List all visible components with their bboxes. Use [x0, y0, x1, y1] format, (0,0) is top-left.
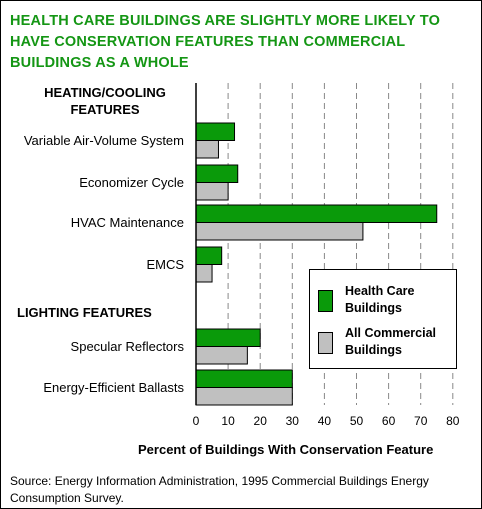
category-label-emcs: EMCS [146, 257, 184, 272]
x-tick-label: 50 [350, 414, 364, 428]
category-label-energy-efficient-ballasts: Energy-Efficient Ballasts [43, 380, 184, 395]
section-label-heating-cooling: HEATING/COOLING FEATURES [25, 84, 185, 118]
x-tick-label: 20 [254, 414, 268, 428]
chart-title-line: HEALTH CARE BUILDINGS ARE SLIGHTLY MORE … [10, 13, 441, 29]
bar-all-commercial [195, 346, 248, 365]
bar-all-commercial [195, 222, 364, 241]
chart-title-line: HAVE CONSERVATION FEATURES THAN COMMERCI… [10, 34, 406, 50]
x-tick-label: 40 [318, 414, 332, 428]
section-label-line: FEATURES [70, 102, 140, 117]
bar-health-care [195, 204, 438, 223]
legend: Health Care Buildings All Commercial Bui… [309, 269, 457, 369]
section-label-line: LIGHTING FEATURES [17, 305, 152, 320]
x-tick-label: 30 [286, 414, 300, 428]
section-label-line: HEATING/COOLING [44, 85, 166, 100]
legend-label-line: Health Care [345, 284, 415, 298]
bar-all-commercial [195, 387, 293, 406]
x-tick-label: 70 [414, 414, 428, 428]
category-label-economizer-cycle: Economizer Cycle [79, 175, 184, 190]
category-label-specular-reflectors: Specular Reflectors [70, 339, 184, 354]
x-axis-label: Percent of Buildings With Conservation F… [138, 442, 434, 457]
bar-health-care [195, 164, 239, 183]
category-label-hvac-maintenance: HVAC Maintenance [70, 215, 184, 230]
legend-label-line: Buildings [345, 343, 402, 357]
legend-label-line: All Commercial [345, 326, 437, 340]
legend-swatch-health-care [318, 290, 333, 312]
legend-swatch-all-commercial [318, 332, 333, 354]
section-label-lighting: LIGHTING FEATURES [17, 304, 167, 321]
x-tick-label: 80 [446, 414, 460, 428]
bar-all-commercial [195, 182, 229, 201]
legend-label-all-commercial: All Commercial Buildings [345, 325, 455, 359]
bar-health-care [195, 328, 261, 347]
bar-all-commercial [195, 264, 213, 283]
chart-title-line: BUILDINGS AS A WHOLE [10, 55, 189, 71]
bar-health-care [195, 246, 223, 265]
legend-label-health-care: Health Care Buildings [345, 283, 455, 317]
x-tick-label: 0 [193, 414, 200, 428]
bar-health-care [195, 369, 293, 388]
bar-health-care [195, 122, 236, 141]
category-label-variable-air-volume: Variable Air-Volume System [23, 133, 184, 148]
x-tick-label: 60 [382, 414, 396, 428]
x-tick-labels: 0 10 20 30 40 50 60 70 80 [193, 414, 460, 428]
chart-title: HEALTH CARE BUILDINGS ARE SLIGHTLY MORE … [10, 11, 470, 74]
source-note: Source: Energy Information Administratio… [10, 474, 429, 505]
legend-label-line: Buildings [345, 301, 402, 315]
x-tick-label: 10 [221, 414, 235, 428]
bar-all-commercial [195, 140, 219, 159]
